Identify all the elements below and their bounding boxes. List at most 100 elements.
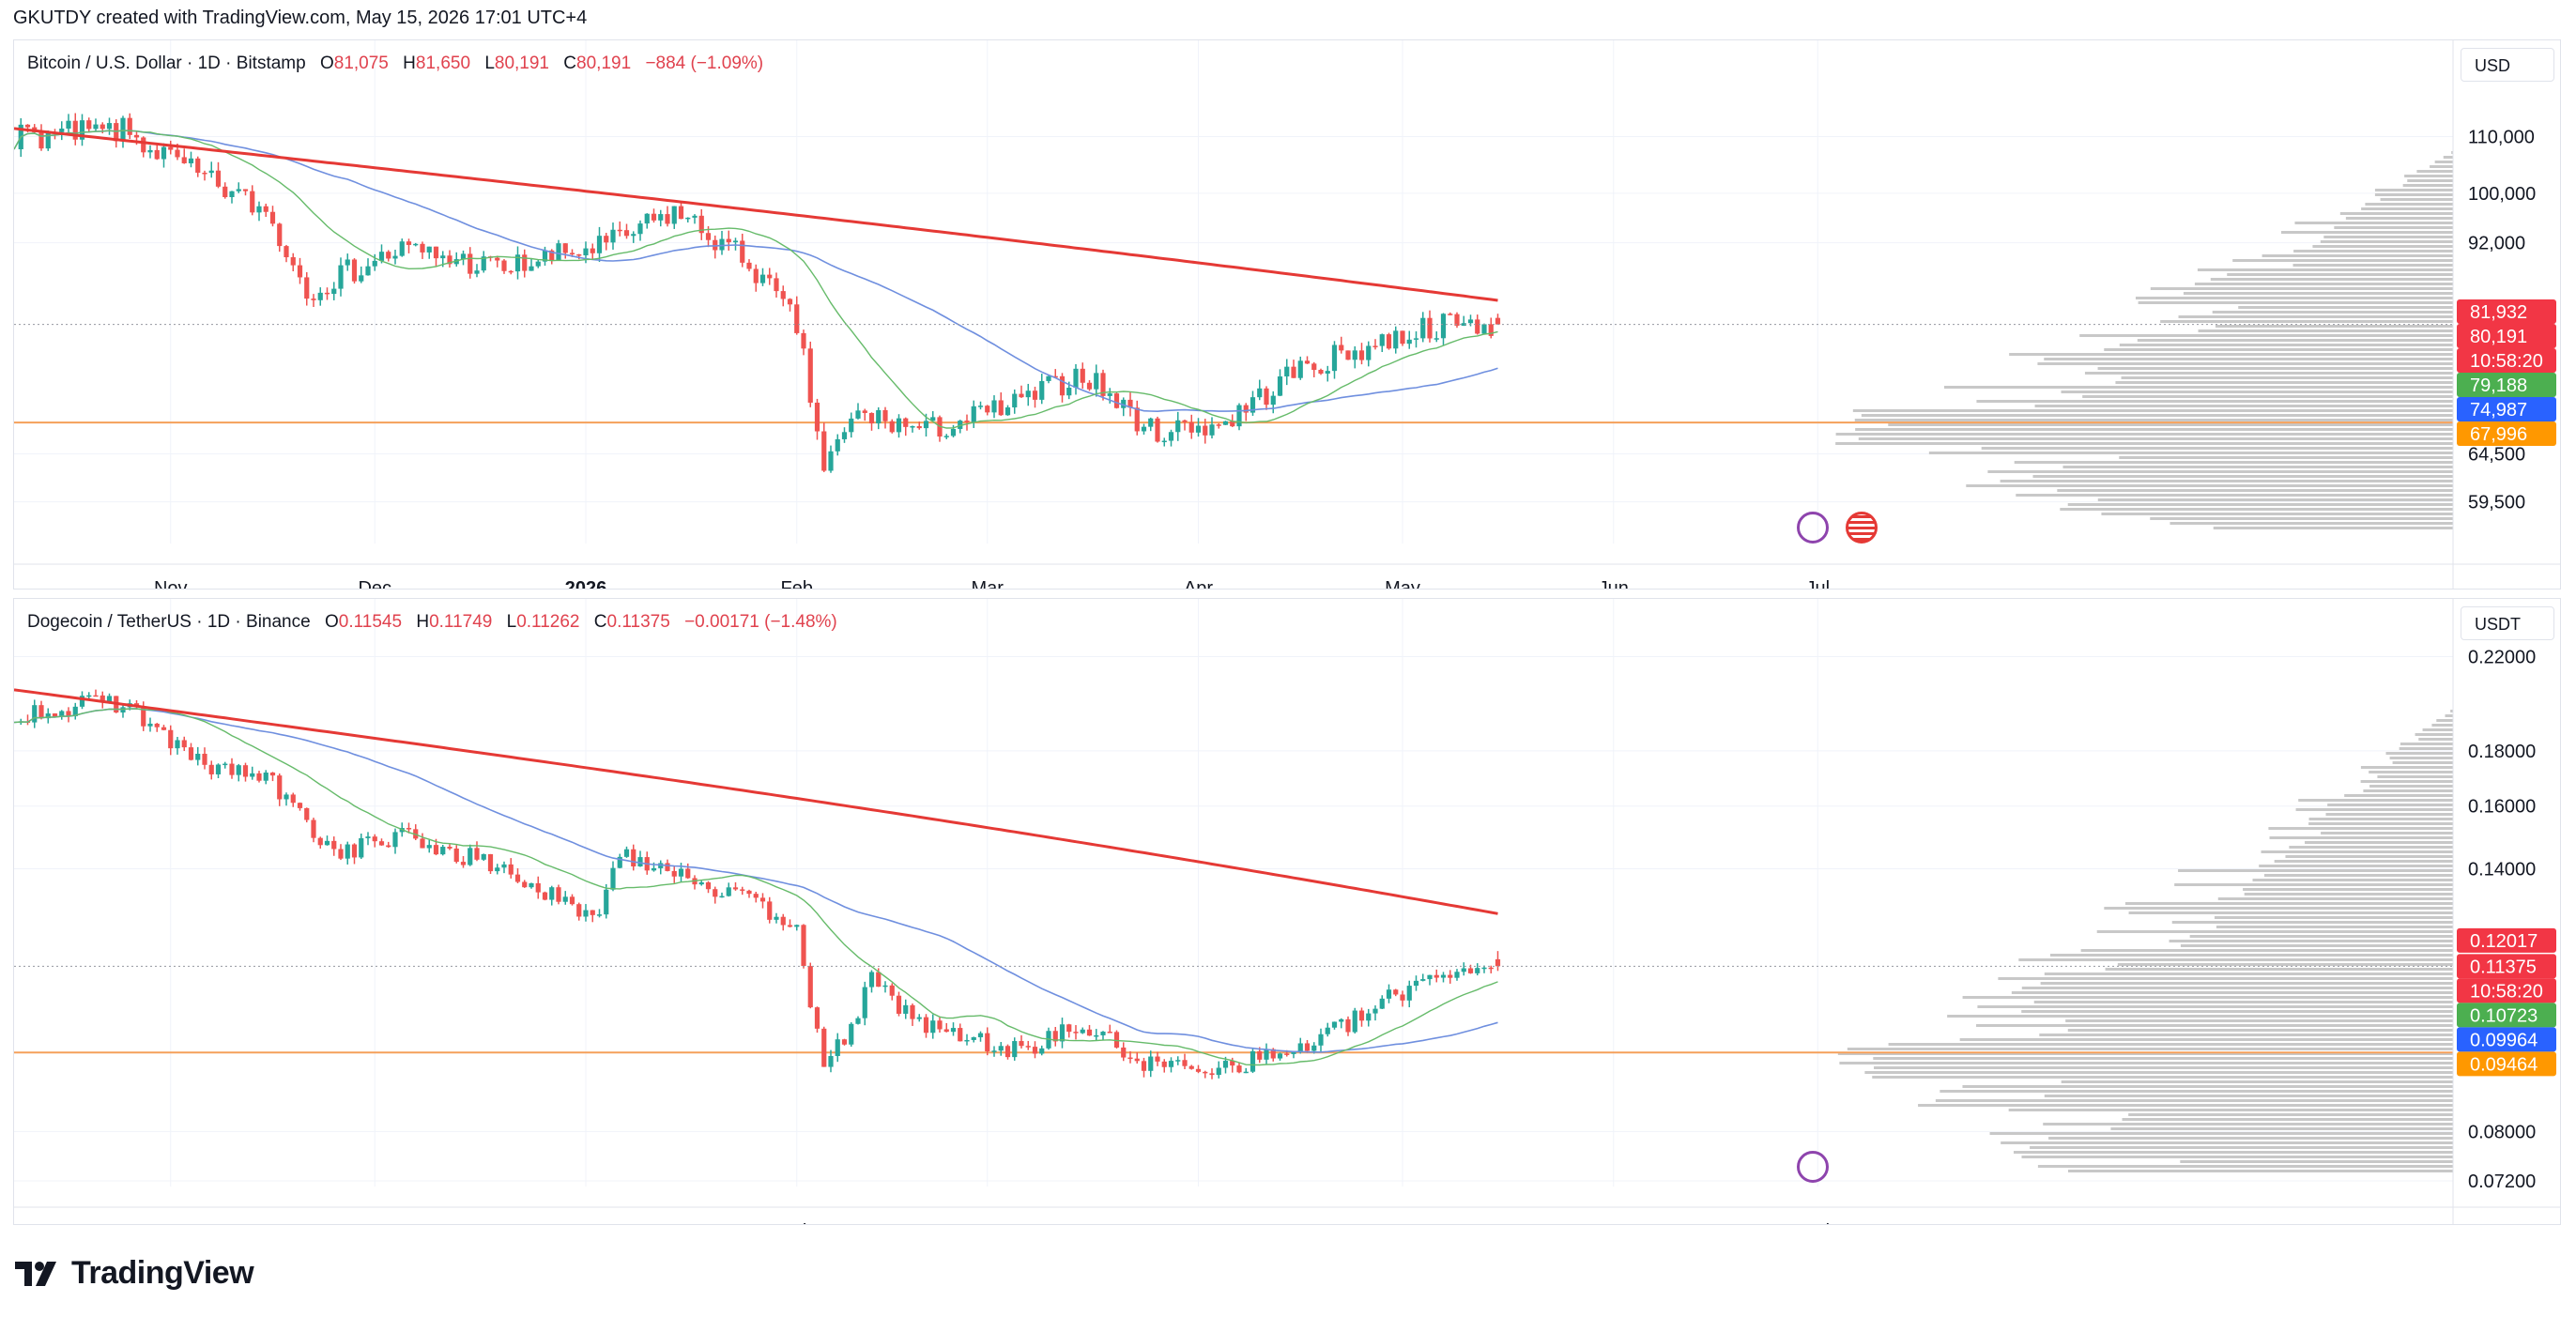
btc-symbol-title[interactable]: Bitcoin / U.S. Dollar · 1D · Bitstamp [27,54,306,73]
btc-candle-body [1134,407,1140,432]
doge-volume-profile-bar [2174,883,2453,886]
doge-candle-body [290,794,296,804]
btc-candle-body [740,240,745,263]
doge-candle-body [787,925,793,927]
doge-candle-body [1413,980,1419,987]
doge-volume-profile-bar [2018,958,2453,961]
btc-candle-body [1100,373,1106,396]
btc-candle-body [1434,338,1439,340]
doge-candle-body [1127,1057,1133,1060]
doge-candle-body [889,985,895,996]
btc-candle-body [1393,330,1399,349]
btc-x-tick-label: Jul [1805,578,1830,589]
doge-volume-profile-bar [2327,804,2453,806]
doge-x-tick-label: Mar [972,1221,1004,1224]
btc-candle-body [1454,314,1460,326]
doge-candle-body [1039,1048,1045,1054]
btc-candle-body [671,206,677,224]
doge-low-value: 0.11262 [516,612,580,632]
doge-volume-profile-bar [2244,893,2453,896]
doge-candle-body [849,1023,854,1045]
doge-candle-body [1222,1061,1229,1068]
btc-low-label: L [484,54,495,73]
doge-candle-body [1345,1018,1351,1033]
doge-event-flash-icon[interactable] [1797,1151,1829,1183]
doge-chart-pane[interactable]: 0.22000 0.18000 0.16000 0.14000 0.08000 0.072… [13,598,2561,1225]
doge-volume-profile-bar [2214,916,2453,919]
btc-candle-body [1297,360,1303,378]
doge-x-tick-label: Dec [358,1221,391,1224]
doge-candle-body [66,711,71,717]
btc-candle-body [378,252,385,261]
doge-candle-body [242,765,249,777]
btc-candle-body [1358,350,1365,360]
btc-volume-profile-bar [1835,442,2453,445]
btc-volume-profile-bar [2121,376,2453,379]
doge-candle-body [284,794,289,800]
btc-candle-body [1475,319,1480,334]
doge-volume-profile-bar [2268,827,2453,830]
btc-candle-body [556,243,561,261]
doge-candle-body [311,819,316,838]
doge-candle-body [378,841,385,846]
btc-volume-profile-bar [2374,189,2453,191]
doge-candle-body [1086,1029,1093,1036]
btc-candle-body [399,241,405,256]
doge-candle-body [481,853,486,860]
doge-volume-profile-bar [2067,1170,2453,1172]
doge-candle-body [460,862,467,865]
btc-candle-body [311,299,316,300]
doge-volume-profile-bar [2044,1095,2453,1097]
doge-currency-selector[interactable]: USDT [2461,606,2554,640]
doge-price-label: 0.11375 [2470,957,2537,977]
btc-volume-profile-bar [2212,311,2453,314]
btc-currency-selector[interactable]: USD [2461,48,2554,82]
doge-candle-body [32,705,38,723]
doge-volume-profile-bar [2399,747,2453,750]
btc-volume-profile-bar [2238,306,2453,309]
doge-candle-body [705,881,712,890]
doge-close-label: C [593,612,607,632]
doge-candle-body [807,966,813,1008]
doge-candle-body [1467,968,1474,973]
btc-x-tick-label: 2026 [565,578,607,589]
doge-candle-body [821,1028,827,1067]
doge-volume-profile-bar [1935,1099,2453,1102]
btc-chart-pane[interactable]: 110,000 100,000 92,000 64,500 59,500 Nov Dec 20… [13,39,2561,590]
doge-candle-body [1366,1013,1372,1021]
doge-volume-profile-bar [2030,1146,2453,1149]
btc-candle-body [1427,317,1433,339]
doge-candle-body [495,867,500,872]
btc-candle-body [154,149,160,160]
btc-candle-body [1113,393,1120,408]
btc-candle-body [903,418,909,427]
doge-volume-profile-bar [2021,987,2453,989]
doge-volume-profile-bar [2360,766,2453,769]
doge-candle-body [1393,989,1399,995]
doge-volume-profile-bar [2180,944,2453,947]
doge-volume-profile-bar [2298,799,2453,802]
doge-chart-canvas[interactable]: 0.22000 0.18000 0.16000 0.14000 0.08000 0.072… [14,599,2560,1224]
btc-candle-body [1339,345,1344,351]
doge-candle-body [208,764,214,774]
btc-event-us-flag-icon[interactable] [1846,512,1878,544]
btc-candle-body [202,172,207,175]
btc-event-flash-icon[interactable] [1797,512,1829,544]
tradingview-logo[interactable]: TradingView [15,1254,254,1292]
doge-symbol-title[interactable]: Dogecoin / TetherUS · 1D · Binance [27,612,311,632]
btc-volume-profile-bar [1943,386,2453,389]
doge-candle-body [277,775,283,800]
doge-candle-body [590,910,595,915]
doge-candle-body [971,1036,976,1040]
btc-candle-body [106,123,113,130]
btc-candle-body [1284,366,1290,377]
btc-volume-profile-bar [2210,278,2453,281]
btc-chart-canvas[interactable]: 110,000 100,000 92,000 64,500 59,500 Nov Dec 20… [14,40,2560,589]
btc-candle-body [1481,324,1487,334]
btc-candle-body [631,234,636,237]
btc-candle-body [250,191,255,213]
doge-volume-profile-bar [1839,1062,2453,1064]
doge-price-label-bg [2457,1027,2556,1052]
doge-candle-body [1148,1056,1154,1071]
doge-volume-profile-bar [2392,761,2453,764]
